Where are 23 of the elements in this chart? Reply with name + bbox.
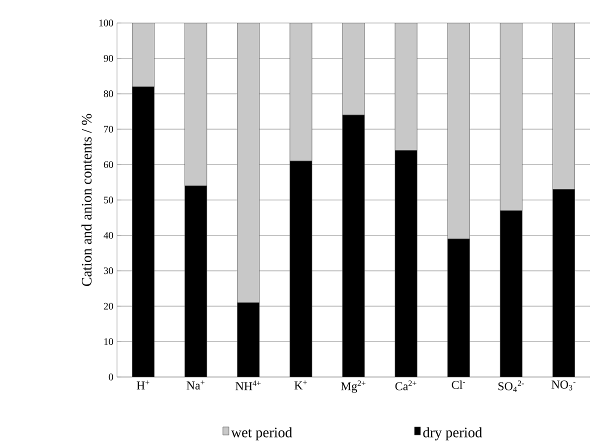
x-tick-label: NO$_{3}$- [552, 380, 576, 390]
y-tick-label: 40 [104, 232, 114, 239]
x-tick-label: Mg$^{2+}$ [341, 380, 366, 393]
y-tick-label: 90 [104, 55, 114, 62]
x-tick-label: Ca$^{2+}$ [395, 380, 416, 390]
y-tick-label: 20 [104, 302, 114, 310]
y-axis-title: Cation and anion contents / % [81, 114, 92, 286]
y-tick-label: 60 [104, 161, 114, 168]
y-tick-label: 80 [104, 90, 114, 98]
y-tick-label: 50 [104, 196, 114, 204]
y-tick-label: 100 [99, 20, 114, 26]
y-tick-label: 30 [104, 267, 114, 274]
y-tick-label: 10 [104, 338, 114, 345]
y-tick-label: 0 [108, 374, 114, 380]
legend-label: wet period [231, 427, 292, 440]
y-tick-label: 70 [104, 126, 114, 133]
x-tick-label: Cl$^{-}$ [452, 380, 466, 389]
x-tick-label: K$^{+}$ [294, 380, 307, 390]
legend-label: dry period [423, 427, 482, 440]
x-tick-label: NH$^{4+}$ [236, 380, 261, 390]
x-tick-label: H$^{+}$ [136, 380, 150, 390]
x-tick-label: SO$_{4}$2- [498, 380, 524, 392]
x-tick-label: Na$^{+}$ [186, 380, 204, 390]
